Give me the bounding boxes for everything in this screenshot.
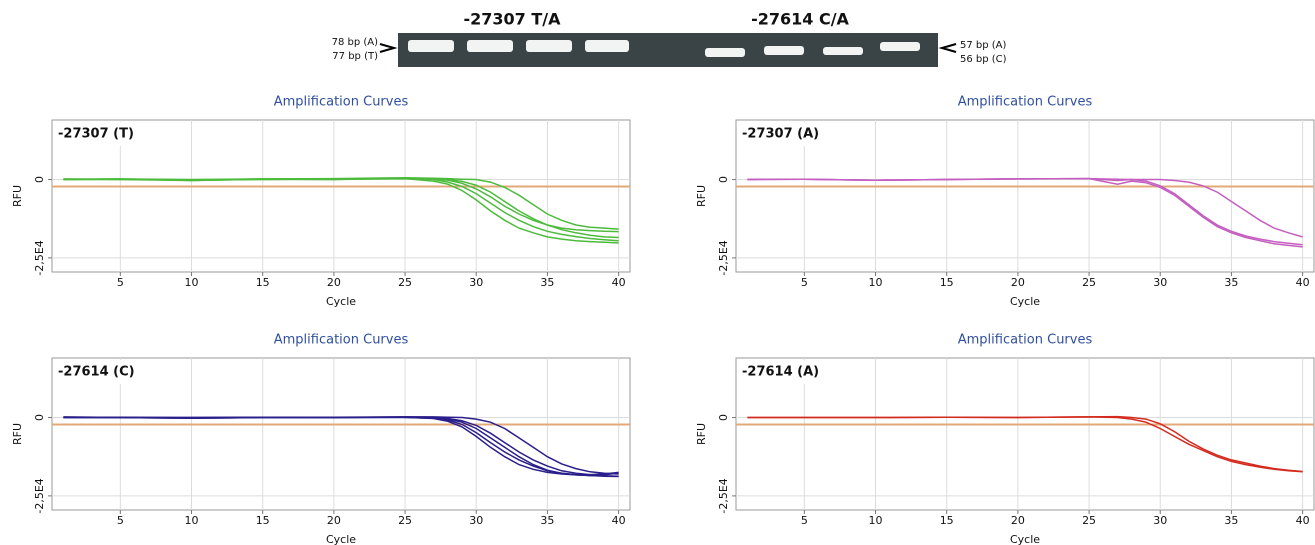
x-tick-label: 5 xyxy=(117,276,124,289)
x-tick-label: 40 xyxy=(1296,514,1310,527)
x-tick-label: 40 xyxy=(612,276,626,289)
x-tick-label: 30 xyxy=(1153,276,1167,289)
figure: -27307 T/A -27614 C/A 78 bp (A) 77 bp (T… xyxy=(0,0,1315,545)
x-tick-label: 25 xyxy=(398,276,412,289)
x-tick-label: 25 xyxy=(398,514,412,527)
y-tick-label: -2,5E4 xyxy=(33,478,46,513)
arrow xyxy=(942,44,956,52)
x-axis-label: Cycle xyxy=(1010,533,1040,545)
x-tick-label: 5 xyxy=(117,514,124,527)
gel-heading: -27614 C/A xyxy=(751,10,849,29)
plot-area xyxy=(736,120,1314,272)
y-tick-label: -2,5E4 xyxy=(717,240,730,275)
arrow xyxy=(380,44,394,52)
y-axis-label: RFU xyxy=(11,423,24,445)
plot-area xyxy=(52,358,630,510)
band-label: 78 bp (A) xyxy=(332,37,379,48)
x-axis-label: Cycle xyxy=(326,533,356,545)
chart-title: Amplification Curves xyxy=(274,333,409,348)
band-label: 56 bp (C) xyxy=(960,54,1007,65)
plot-area xyxy=(736,358,1314,510)
panel-label: -27614 (C) xyxy=(58,365,135,380)
y-tick-label: -2,5E4 xyxy=(717,478,730,513)
x-tick-label: 15 xyxy=(256,514,270,527)
x-tick-label: 30 xyxy=(469,514,483,527)
x-tick-label: 25 xyxy=(1082,276,1096,289)
x-tick-label: 30 xyxy=(469,276,483,289)
x-tick-label: 10 xyxy=(185,276,199,289)
band-label: 77 bp (T) xyxy=(332,51,378,62)
x-tick-label: 10 xyxy=(185,514,199,527)
x-tick-label: 20 xyxy=(327,514,341,527)
y-axis-label: RFU xyxy=(695,185,708,207)
x-tick-label: 35 xyxy=(540,514,554,527)
x-axis-label: Cycle xyxy=(1010,295,1040,308)
x-tick-label: 10 xyxy=(869,514,883,527)
x-tick-label: 40 xyxy=(1296,276,1310,289)
y-tick-label: -2,5E4 xyxy=(33,240,46,275)
x-tick-label: 20 xyxy=(327,276,341,289)
band-label: 57 bp (A) xyxy=(960,40,1007,51)
x-tick-label: 20 xyxy=(1011,514,1025,527)
y-tick-label: 0 xyxy=(33,176,46,183)
y-tick-label: 0 xyxy=(33,414,46,421)
gel-heading: -27307 T/A xyxy=(463,10,561,29)
x-tick-label: 15 xyxy=(256,276,270,289)
x-tick-label: 35 xyxy=(540,276,554,289)
x-tick-label: 35 xyxy=(1224,514,1238,527)
panel-label: -27614 (A) xyxy=(742,365,819,380)
chart-title: Amplification Curves xyxy=(958,95,1093,110)
x-tick-label: 15 xyxy=(940,514,954,527)
chart-title: Amplification Curves xyxy=(958,333,1093,348)
x-tick-label: 5 xyxy=(801,276,808,289)
panel-label: -27307 (A) xyxy=(742,127,819,142)
x-axis-label: Cycle xyxy=(326,295,356,308)
y-tick-label: 0 xyxy=(717,176,730,183)
x-tick-label: 15 xyxy=(940,276,954,289)
plot-area xyxy=(52,120,630,272)
x-tick-label: 20 xyxy=(1011,276,1025,289)
panel-label: -27307 (T) xyxy=(58,127,134,142)
y-axis-label: RFU xyxy=(11,185,24,207)
x-tick-label: 30 xyxy=(1153,514,1167,527)
y-axis-label: RFU xyxy=(695,423,708,445)
x-tick-label: 10 xyxy=(869,276,883,289)
x-tick-label: 40 xyxy=(612,514,626,527)
y-tick-label: 0 xyxy=(717,414,730,421)
chart-title: Amplification Curves xyxy=(274,95,409,110)
x-tick-label: 5 xyxy=(801,514,808,527)
x-tick-label: 25 xyxy=(1082,514,1096,527)
x-tick-label: 35 xyxy=(1224,276,1238,289)
